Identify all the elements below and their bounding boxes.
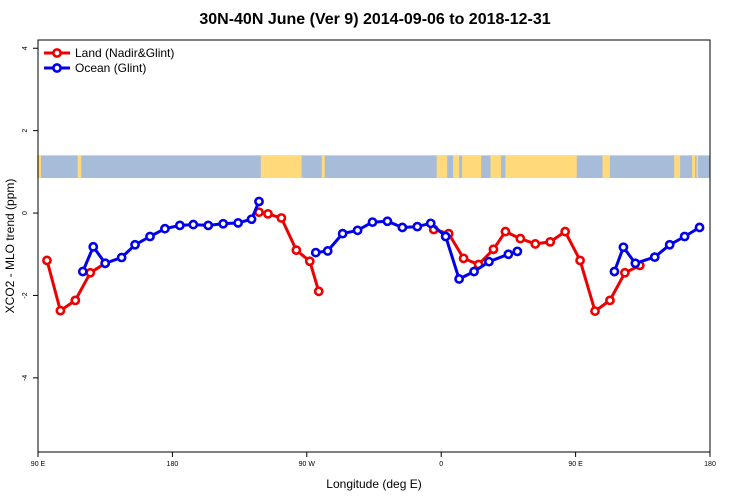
series-0-point-1-5	[313, 286, 324, 297]
series-1-point-1-9	[440, 231, 451, 242]
series-1-point-0-13	[254, 196, 264, 207]
x-tick-label-2: 90 W	[299, 461, 316, 468]
x-tick-label-3: 0	[439, 461, 443, 468]
y-tick-label-2: 0	[22, 211, 29, 215]
series-0-point-0-1	[55, 305, 66, 316]
series-1-point-1-3	[352, 225, 363, 236]
map-band-land-9	[505, 155, 577, 179]
map-band-land-5	[436, 155, 448, 179]
series-1-point-0-1	[88, 241, 99, 252]
x-tick-label-0: 90 E	[31, 461, 46, 468]
series-1-point-0-2	[100, 258, 111, 269]
map-band-land-13	[696, 155, 699, 179]
series-1-point-0-6	[160, 223, 170, 234]
series-0-point-2-11	[590, 306, 600, 316]
series-1-point-0-0	[77, 266, 88, 277]
legend-marker-1	[52, 63, 62, 73]
series-0-point-2-6	[515, 233, 526, 244]
y-tick-label-1: -2	[22, 292, 29, 298]
series-1-point-0-3	[116, 252, 127, 263]
series-1-point-0-12	[246, 214, 257, 225]
map-band-land-0	[37, 155, 41, 179]
series-1-point-1-7	[412, 221, 423, 232]
series-1-point-1-5	[382, 216, 393, 227]
map-band-land-4	[322, 155, 325, 179]
series-1-point-0-11	[233, 218, 244, 228]
series-0-point-2-10	[575, 255, 585, 266]
y-axis-label: XCO2 - MLO trend (ppm)	[3, 179, 17, 314]
series-0-point-2-9	[560, 226, 571, 237]
series-0-point-2-7	[530, 239, 541, 249]
map-band-land-10	[602, 155, 610, 179]
series-0-point-2-5	[500, 226, 511, 237]
series-1-point-0-9	[203, 220, 214, 231]
series-1-point-1-8	[425, 218, 436, 229]
series-1-point-1-2	[337, 228, 348, 239]
map-band-land-12	[692, 155, 696, 179]
map-band-land-11	[674, 155, 681, 179]
series-1-point-1-13	[503, 249, 514, 260]
series-0-point-0-2	[70, 295, 81, 306]
series-1-point-2-2	[630, 258, 641, 269]
map-band-land-3	[321, 155, 324, 179]
series-1-point-1-14	[512, 246, 523, 257]
series-1-point-1-10	[454, 274, 465, 284]
legend-label-1: Ocean (Glint)	[75, 61, 146, 75]
series-1-point-2-1	[618, 242, 629, 253]
series-0-point-0-0	[42, 255, 52, 266]
x-tick-label-1: 180	[167, 461, 179, 468]
map-band-land-6	[453, 155, 460, 179]
series-0-point-0-3	[85, 267, 96, 278]
map-band-land-1	[77, 155, 82, 179]
map-band-land-7	[462, 155, 482, 179]
series-0-point-1-3	[291, 245, 302, 256]
series-1-point-1-6	[397, 222, 408, 233]
series-0-point-1-1	[263, 208, 273, 219]
series-1-point-0-10	[218, 218, 229, 229]
chart-title: 30N-40N June (Ver 9) 2014-09-06 to 2018-…	[199, 11, 550, 28]
series-1-point-2-3	[649, 252, 660, 263]
series-0-point-2-2	[458, 253, 469, 264]
series-0-point-2-4	[488, 244, 499, 255]
series-1-point-0-5	[145, 231, 155, 242]
series-0-point-1-2	[276, 213, 287, 223]
series-0-line-1	[258, 210, 321, 292]
y-tick-label-3: 2	[22, 129, 29, 133]
y-tick-label-4: 4	[22, 46, 29, 50]
series-1-point-2-6	[694, 222, 705, 233]
x-tick-label-4: 90 E	[568, 461, 583, 468]
series-0-point-1-4	[304, 256, 315, 267]
series-1-point-2-4	[664, 239, 675, 250]
series-1-point-2-5	[679, 231, 690, 242]
map-band-land-2	[260, 155, 302, 179]
series-1-point-2-0	[609, 266, 620, 277]
plot-frame	[37, 39, 711, 453]
series-1-point-1-12	[484, 256, 494, 267]
map-band-land-8	[490, 155, 501, 179]
y-tick-label-0: -4	[22, 375, 29, 381]
series-0-point-2-13	[619, 267, 630, 278]
x-axis-label: Longitude (deg E)	[326, 477, 421, 491]
series-1-point-1-11	[469, 266, 479, 277]
series-0-point-2-12	[605, 295, 615, 306]
series-1-point-1-0	[310, 247, 321, 258]
legend-marker-0	[52, 48, 62, 58]
series-0-point-2-8	[545, 236, 556, 247]
series-1-point-1-1	[322, 246, 333, 256]
x-tick-label-5: 180	[704, 461, 716, 468]
series-1-point-0-8	[188, 219, 199, 230]
legend-label-0: Land (Nadir&Glint)	[75, 46, 174, 60]
series-1-point-0-4	[130, 239, 140, 250]
series-1-point-0-7	[174, 220, 185, 231]
series-1-point-1-4	[367, 217, 378, 228]
